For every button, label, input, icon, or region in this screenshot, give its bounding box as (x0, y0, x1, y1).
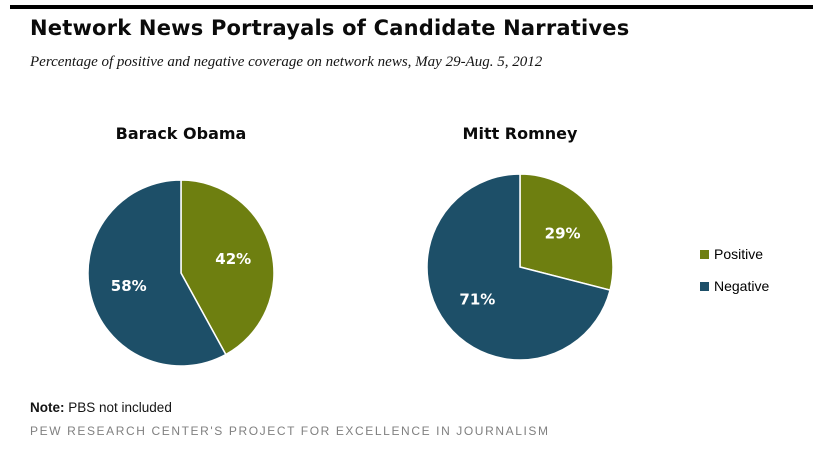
pie-slice-negative (426, 173, 611, 361)
legend-label-negative: Negative (714, 278, 770, 294)
top-rule (10, 5, 813, 9)
page-title: Network News Portrayals of Candidate Nar… (30, 16, 630, 40)
pie-title-romney: Mitt Romney (462, 124, 578, 143)
legend-item-negative: Negative (700, 278, 769, 294)
note-text: PBS not included (64, 400, 172, 415)
pie-slice-negative (87, 179, 227, 367)
legend: Positive Negative (700, 246, 769, 310)
pie-value-label-positive: 29% (545, 224, 581, 242)
positive-swatch-icon (700, 249, 709, 259)
pie-slice-positive (180, 179, 275, 356)
negative-swatch-icon (700, 281, 709, 291)
note: Note: PBS not included (30, 400, 172, 415)
note-label: Note: (30, 400, 65, 415)
pie-value-label-negative: 71% (459, 291, 495, 309)
pie-chart-romney: 29% 71% (425, 172, 615, 362)
pie-value-label-positive: 42% (215, 250, 251, 268)
source-line: PEW RESEARCH CENTER'S PROJECT FOR EXCELL… (30, 424, 550, 438)
pie-chart-obama: 42% 58% (86, 178, 276, 368)
legend-item-positive: Positive (700, 246, 769, 262)
pie-slice-positive (519, 173, 614, 292)
page-subtitle: Percentage of positive and negative cove… (30, 54, 543, 70)
pie-value-label-negative: 58% (111, 277, 147, 295)
pie-title-obama: Barack Obama (115, 124, 247, 143)
legend-label-positive: Positive (714, 246, 764, 262)
